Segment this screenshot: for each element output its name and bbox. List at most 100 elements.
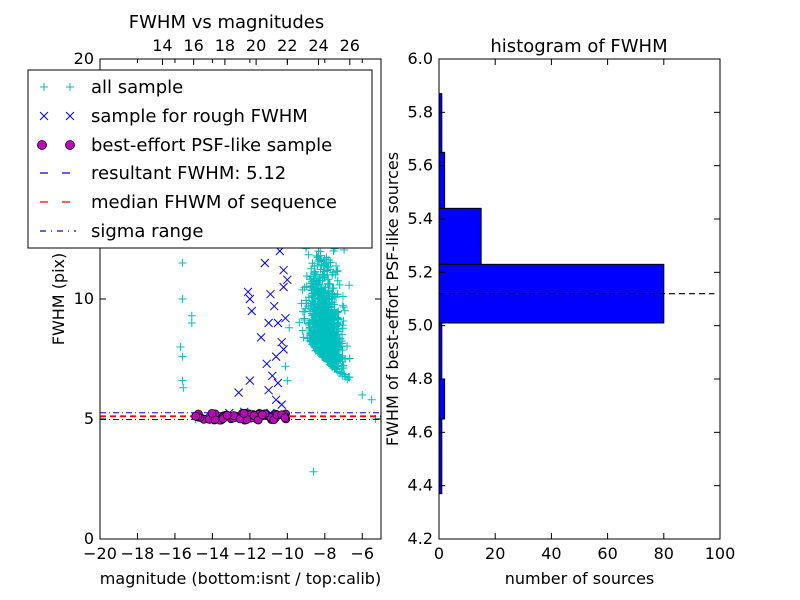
all-sample-point: [179, 383, 188, 392]
all-sample-point: [335, 280, 344, 289]
histogram-bar: [438, 207, 482, 265]
right-y-tick-label: 5.8: [408, 102, 433, 121]
legend-rough-marker: [39, 111, 49, 121]
all-sample-point: [307, 285, 316, 294]
legend-all-sample-marker: [66, 83, 74, 91]
psf-sample-point: [239, 408, 249, 418]
all-sample-point: [317, 256, 326, 265]
psf-sample-point: [207, 409, 217, 418]
all-sample-point: [341, 372, 350, 381]
legend-all-sample-marker: [40, 83, 48, 91]
right-x-tick-label: 40: [541, 544, 561, 563]
left-x-tick-label: −16: [158, 544, 192, 563]
rough-sample-point: [273, 378, 283, 388]
all-sample-point: [281, 362, 290, 371]
left-x-tick-label: −14: [196, 544, 230, 563]
all-sample-point: [298, 326, 307, 335]
all-sample-point: [178, 259, 187, 267]
all-sample-point: [333, 276, 342, 285]
all-sample-point: [323, 331, 332, 340]
all-sample-point: [316, 286, 325, 295]
all-sample-point: [314, 294, 323, 303]
all-sample-point: [176, 343, 185, 351]
all-sample-point: [187, 311, 196, 320]
rough-sample-point: [273, 318, 283, 328]
rough-sample-point: [234, 388, 243, 397]
all-sample-point: [338, 301, 347, 310]
all-sample-point: [332, 362, 341, 371]
legend-label: sample for rough FWHM: [91, 106, 308, 127]
rough-sample-point: [247, 306, 257, 316]
right-y-axis-label: FWHM of best-effort PSF-like sources: [383, 152, 402, 446]
top-x-tick-label: 24: [308, 36, 328, 55]
right-y-tick-label: 4.4: [408, 476, 433, 495]
all-sample-point: [332, 334, 341, 343]
all-sample-point: [283, 376, 292, 385]
legend-label: resultant FWHM: 5.12: [91, 163, 286, 184]
all-sample-point: [299, 333, 308, 342]
all-sample-point: [333, 367, 342, 376]
rough-sample-point: [279, 282, 288, 292]
left-y-tick-label: 5: [84, 409, 94, 428]
right-y-tick-label: 5.2: [408, 262, 433, 281]
rough-sample-point: [266, 289, 275, 299]
all-sample-point: [327, 361, 336, 370]
all-sample-point: [309, 467, 318, 476]
all-sample-point: [332, 261, 341, 270]
histogram-bar: [438, 378, 446, 420]
right-axes: 0 20 40 60 80 100 4.2 4.4 4.6 4.8 5.0 5.2 5.4 5.6 5.8 6…: [408, 49, 736, 563]
top-x-tick-label: 14: [152, 36, 172, 55]
top-x-tick-label: 18: [215, 36, 235, 55]
top-x-tick-label: 22: [277, 36, 297, 55]
left-x-tick-label: −8: [313, 544, 337, 563]
all-sample-point: [300, 314, 309, 323]
all-sample-point: [305, 275, 314, 284]
all-sample-point: [339, 303, 348, 312]
left-y-tick-label: 20: [74, 49, 94, 68]
all-sample-point: [304, 250, 313, 259]
all-sample-point: [319, 267, 328, 276]
rough-sample-point: [277, 337, 287, 347]
all-sample-point: [335, 353, 344, 362]
all-sample-point: [358, 391, 367, 399]
all-sample-point: [285, 323, 294, 332]
rough-sample-point: [256, 333, 266, 342]
rough-sample-point: [281, 313, 290, 323]
all-sample-point: [340, 370, 349, 379]
rough-sample-point: [243, 287, 253, 297]
all-sample-point: [325, 280, 334, 289]
rough-sample-point: [262, 359, 272, 369]
all-sample-point: [335, 369, 344, 378]
right-chart-title: histogram of FWHM: [490, 36, 667, 57]
all-sample-point: [325, 344, 334, 353]
all-sample-point: [295, 318, 304, 327]
all-sample-point: [308, 330, 317, 339]
legend-label: all sample: [91, 77, 183, 98]
rough-sample-point: [277, 400, 287, 409]
left-x-tick-label: −10: [270, 544, 304, 563]
right-plot-area: [438, 93, 715, 495]
right-y-tick-label: 4.6: [408, 422, 433, 441]
left-plot-area: [100, 143, 381, 476]
rough-sample-point: [279, 345, 288, 354]
right-x-tick-label: 20: [485, 544, 505, 563]
legend-label: best-effort PSF-like sample: [91, 135, 332, 156]
all-sample-point: [305, 323, 314, 332]
all-sample-point: [324, 256, 333, 265]
all-sample-point: [322, 291, 331, 300]
all-sample-point: [327, 350, 336, 359]
right-x-axis-label: number of sources: [505, 569, 655, 588]
all-sample-point: [333, 327, 342, 336]
rough-sample-point: [279, 265, 288, 275]
all-sample-point: [300, 283, 309, 292]
rough-sample-point: [264, 318, 273, 328]
right-y-tick-label: 6.0: [408, 49, 433, 68]
all-sample-point: [329, 321, 338, 330]
psf-sample-point: [222, 410, 232, 420]
all-sample-point: [339, 364, 348, 373]
left-x-tick-label: −18: [121, 544, 155, 563]
legend-psf-marker: [37, 140, 47, 150]
right-x-tick-label: 100: [705, 544, 736, 563]
right-x-tick-label: 60: [597, 544, 617, 563]
all-sample-point: [304, 293, 313, 302]
